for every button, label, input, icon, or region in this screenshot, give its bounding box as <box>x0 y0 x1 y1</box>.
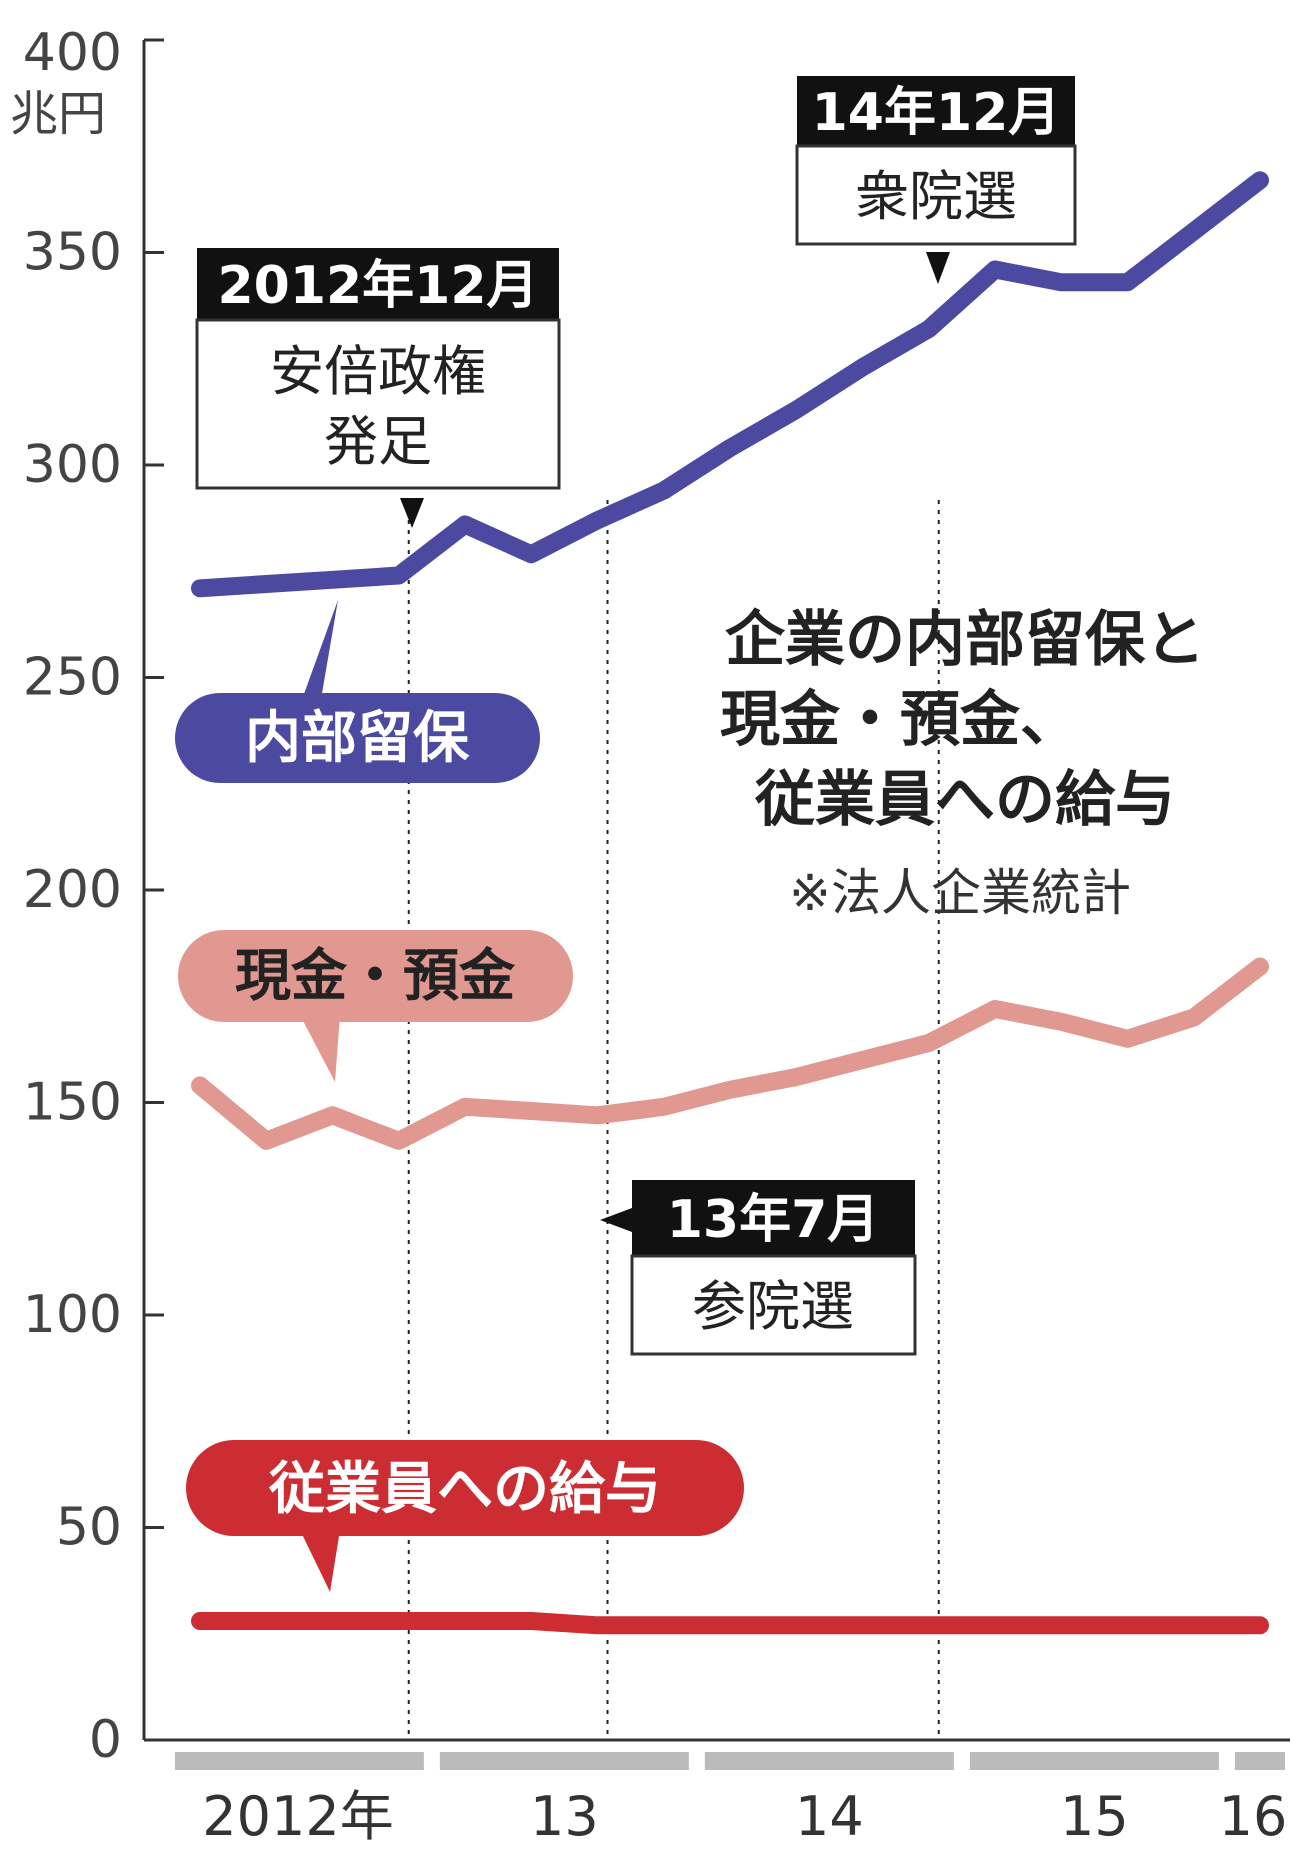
series-label-pill <box>178 930 573 1022</box>
event-date-box <box>797 76 1075 146</box>
series-label-naibu: 内部留保 <box>175 600 540 783</box>
event-pointer <box>400 498 424 528</box>
x-tick-label: 16 <box>1219 1785 1288 1848</box>
event-callout-2013-07: 13年7月 参院選 <box>600 1180 917 1356</box>
series-label-pointer <box>300 1015 340 1082</box>
event-text-line: 安倍政権 <box>270 340 486 403</box>
series-label-text: 現金・預金 <box>235 944 516 1009</box>
chart-title-line-3: 従業員への給与 <box>754 765 1175 835</box>
y-tick-group: 400 350 300 250 200 150 100 50 0 <box>23 23 164 1770</box>
x-year-bar <box>969 1752 1219 1770</box>
series-label-genkin: 現金・預金 <box>178 930 573 1082</box>
chart-source-note: ※法人企業統計 <box>789 864 1131 922</box>
event-text-box <box>630 1254 917 1356</box>
series-label-pill <box>175 693 540 783</box>
x-year-bar <box>439 1752 689 1770</box>
event-callout-2014-12: 14年12月 衆院選 <box>795 76 1077 284</box>
y-tick-label: 350 <box>23 223 122 283</box>
y-tick-label: 400 <box>23 23 122 83</box>
event-date-label: 14年12月 <box>812 83 1061 143</box>
event-text-box <box>795 144 1077 246</box>
event-date-label: 2012年12月 <box>217 256 538 316</box>
x-year-bar <box>704 1752 954 1770</box>
y-tick-label: 200 <box>23 860 122 920</box>
event-pointer <box>600 1208 632 1232</box>
y-tick-label: 50 <box>56 1498 122 1558</box>
event-date-box <box>632 1180 915 1256</box>
y-tick-label: 150 <box>23 1073 122 1133</box>
series-label-text: 従業員への給与 <box>268 1457 661 1522</box>
x-year-bar <box>175 1752 424 1770</box>
x-tick-label: 15 <box>1060 1785 1129 1848</box>
event-text-box <box>195 318 561 490</box>
x-year-bar <box>1234 1752 1285 1770</box>
series-label-pointer <box>300 600 338 705</box>
x-tick-label: 13 <box>530 1785 599 1848</box>
series-line-2 <box>191 1612 1269 1635</box>
x-tick-labels: 2012年 13 14 15 16 <box>202 1785 1287 1848</box>
y-tick-label: 100 <box>23 1285 122 1345</box>
x-tick-label: 14 <box>795 1785 864 1848</box>
x-tick-label: 2012年 <box>202 1785 393 1848</box>
y-unit-label: 兆円 <box>10 86 106 142</box>
event-callout-2012-12: 2012年12月 安倍政権 発足 <box>195 248 561 528</box>
y-tick-label: 0 <box>89 1710 122 1770</box>
series-line-1 <box>191 957 1269 1150</box>
event-pointer <box>926 252 950 284</box>
event-text-line: 衆院選 <box>855 165 1017 228</box>
event-date-label: 13年7月 <box>667 1190 880 1250</box>
series-label-pill <box>186 1440 744 1536</box>
series-label-text: 内部留保 <box>245 706 470 771</box>
event-text-line: 参院選 <box>692 1275 854 1338</box>
event-text-line: 発足 <box>324 410 432 473</box>
chart-title-line-1: 企業の内部留保と <box>725 605 1205 675</box>
series-group <box>191 171 1269 1635</box>
series-label-pointer <box>300 1530 340 1592</box>
x-year-bars <box>175 1752 1285 1770</box>
y-tick-label: 250 <box>23 648 122 708</box>
series-line-0 <box>191 171 1269 598</box>
event-date-box <box>197 248 559 320</box>
chart-title-line-2: 現金・預金、 <box>720 685 1080 755</box>
series-label-kyuyo: 従業員への給与 <box>186 1440 744 1592</box>
y-tick-label: 300 <box>23 435 122 495</box>
